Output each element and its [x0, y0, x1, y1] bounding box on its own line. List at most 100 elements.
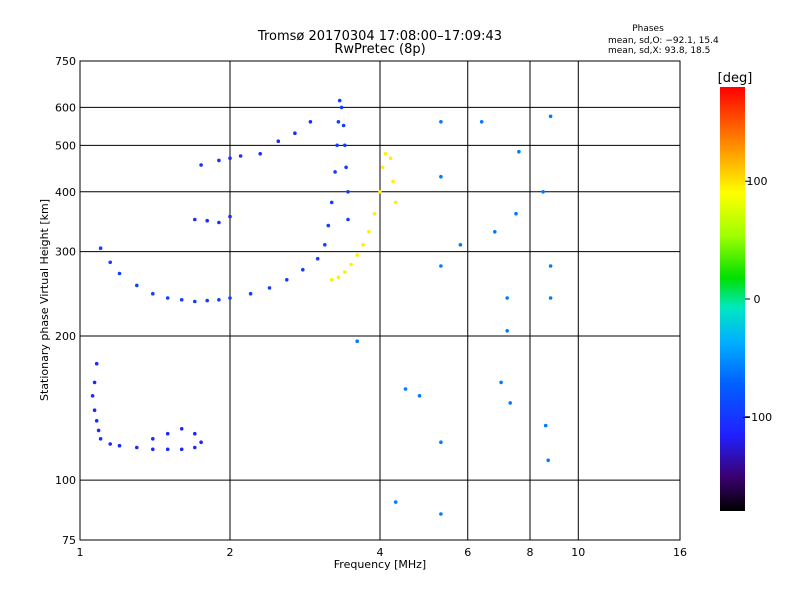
data-point: [217, 298, 221, 302]
data-point: [541, 190, 545, 194]
data-point: [199, 440, 203, 445]
data-point: [372, 211, 377, 216]
data-point: [92, 408, 97, 413]
data-point: [165, 447, 170, 452]
data-point: [285, 278, 289, 282]
data-point: [393, 200, 398, 205]
data-point: [479, 120, 484, 124]
y-axis-ticks: 75 100 200 300 400 500 600 750: [55, 55, 76, 547]
y-tick-label: 600: [55, 101, 76, 114]
data-point: [458, 243, 463, 247]
data-point: [367, 230, 371, 234]
data-point: [361, 243, 365, 247]
data-point: [439, 174, 443, 179]
y-tick-label: 750: [55, 55, 76, 68]
x-tick-label: 4: [377, 546, 384, 559]
data-point: [505, 329, 510, 333]
phase-stats-x: mean, sd,X: 93.8, 18.5: [608, 46, 710, 56]
x-tick-label: 16: [673, 546, 687, 559]
data-point: [308, 120, 313, 124]
data-point: [505, 296, 510, 300]
data-point: [315, 256, 320, 261]
data-point: [546, 458, 550, 463]
y-axis-label: Stationary phase Virtual Height [km]: [38, 199, 51, 401]
data-point: [205, 298, 209, 303]
data-point: [323, 243, 327, 247]
data-point: [355, 339, 360, 344]
colorbar: [720, 87, 745, 511]
y-tick-label: 400: [55, 186, 76, 199]
data-point: [336, 120, 341, 124]
data-point: [391, 179, 395, 184]
data-point: [349, 262, 353, 267]
data-point: [301, 267, 305, 272]
data-point: [94, 361, 99, 366]
data-point: [343, 270, 347, 274]
data-point: [151, 291, 155, 296]
data-point: [439, 264, 443, 268]
data-point: [151, 447, 155, 452]
data-point: [228, 214, 232, 219]
data-point: [193, 445, 197, 450]
phase-stats-heading: Phases: [632, 24, 664, 34]
data-point: [117, 443, 122, 448]
data-point: [193, 431, 197, 436]
data-point: [337, 98, 342, 103]
data-point: [403, 387, 408, 391]
data-point: [378, 190, 382, 194]
data-point: [517, 149, 521, 154]
data-point: [393, 500, 398, 504]
data-point: [346, 190, 350, 194]
chart-subtitle: RwPretec (8p): [334, 42, 425, 57]
data-point: [193, 299, 197, 304]
data-point: [165, 431, 170, 436]
data-point: [205, 218, 209, 223]
data-point: [380, 165, 385, 170]
data-point: [179, 298, 184, 302]
data-point: [98, 246, 103, 250]
data-point: [439, 120, 443, 124]
data-point: [439, 440, 443, 445]
y-tick-label: 200: [55, 330, 76, 343]
chart-title: Tromsø 20170304 17:08:00–17:09:43: [257, 29, 502, 44]
data-point: [96, 428, 101, 433]
y-tick-label: 75: [62, 534, 76, 547]
grid-lines: [80, 61, 680, 540]
data-point: [179, 447, 184, 452]
data-point: [179, 427, 184, 431]
data-point: [165, 296, 170, 300]
data-point: [276, 139, 281, 143]
data-point: [355, 253, 360, 257]
data-point: [339, 105, 344, 110]
data-point: [117, 271, 122, 276]
data-point: [98, 437, 103, 441]
y-tick-label: 500: [55, 139, 76, 152]
data-point: [548, 264, 553, 268]
data-point: [388, 156, 393, 160]
data-point: [94, 419, 99, 423]
data-point: [341, 123, 346, 128]
data-points: [90, 98, 553, 516]
data-point: [333, 170, 337, 174]
data-point: [329, 200, 334, 205]
x-axis-label: Frequency [MHz]: [334, 558, 426, 571]
phase-stats-o: mean, sd,O: −92.1, 15.4: [608, 36, 719, 46]
data-point: [135, 283, 139, 288]
y-tick-label: 100: [55, 474, 76, 487]
x-tick-label: 1: [77, 546, 84, 559]
data-point: [439, 512, 443, 516]
x-tick-label: 10: [571, 546, 585, 559]
data-point: [514, 211, 518, 216]
data-point: [151, 437, 155, 441]
data-point: [135, 445, 139, 450]
x-tick-label: 8: [527, 546, 534, 559]
data-point: [199, 163, 203, 167]
data-point: [217, 158, 221, 163]
data-point: [193, 217, 197, 222]
data-point: [493, 230, 497, 234]
colorbar-tick-label: −100: [742, 411, 772, 424]
data-point: [499, 380, 503, 385]
x-tick-label: 2: [227, 546, 234, 559]
data-point: [248, 291, 253, 296]
data-point: [508, 401, 512, 405]
